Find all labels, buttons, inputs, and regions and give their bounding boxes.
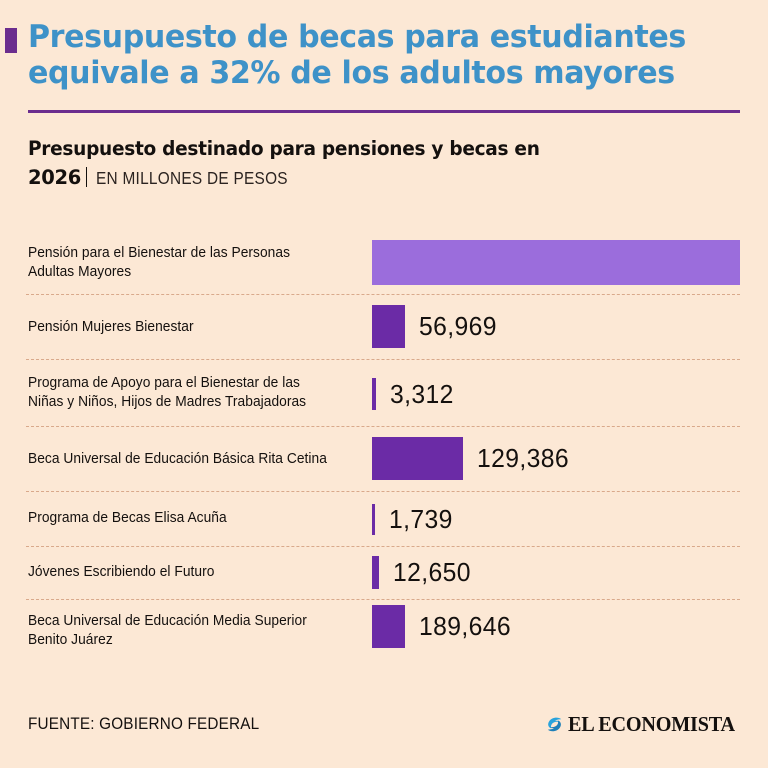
row-divider [26,546,740,547]
bar-category-label-line: Programa de Apoyo para el Bienestar de l… [28,375,300,391]
brand-name: EL ECONOMISTA [568,712,736,736]
row-divider [26,426,740,427]
bar-category-label: Pensión Mujeres Bienestar [28,318,335,337]
page-title-line-1: Presupuesto de becas para estudiantes [28,19,686,55]
table-row: Pensión Mujeres Bienestar 56,969 [0,295,768,360]
bar-track: 129,386 [372,437,768,480]
bar-value-label: 12,650 [393,556,471,587]
bar-value-label: 129,386 [477,443,569,473]
table-row: Jóvenes Escribiendo el Futuro 12,650 [0,547,768,600]
title-bullet-square [5,28,17,53]
bar-category-label: Beca Universal de Educación Media Superi… [28,612,335,650]
bar-category-label: Beca Universal de Educación Básica Rita … [28,450,335,469]
bar-track: 1,739 [372,500,768,538]
bar-chart: Pensión para el Bienestar de las Persona… [0,232,768,662]
table-row: Beca Universal de Educación Media Superi… [0,600,768,662]
bar-category-label-line: Benito Juárez [28,632,113,648]
bar-category-label-line: Niñas y Niños, Hijos de Madres Trabajado… [28,394,307,410]
bar-category-label: Pensión para el Bienestar de las Persona… [28,244,335,282]
bar-category-label-line: Pensión Mujeres Bienestar [28,319,194,335]
chart-subtitle-line-2: 2026 EN MILLONES DE PESOS [28,164,744,189]
bar-category-label-line: Beca Universal de Educación Básica Rita … [28,451,327,467]
brand-logo[interactable]: EL ECONOMISTA [545,712,742,737]
row-divider [26,599,740,600]
chart-subtitle-year: 2026 [28,166,82,189]
bar-value-label: 1,739 [389,503,453,534]
bar-track: 56,969 [372,305,768,348]
footer: FUENTE: GOBIERNO FEDERAL EL ECONOMISTA [0,712,768,746]
bar-segment[interactable] [372,240,740,285]
bar-category-label: Jóvenes Escribiendo el Futuro [28,563,335,582]
row-divider [26,359,740,360]
bar-track: 189,646 [372,605,768,648]
bar-segment[interactable] [372,378,376,410]
table-row: Pensión para el Bienestar de las Persona… [0,232,768,295]
title-divider-rule [28,110,740,113]
bar-category-label-line: Pensión para el Bienestar de las Persona… [28,245,290,261]
chart-units-kicker: EN MILLONES DE PESOS [96,168,288,188]
bar-value-label: 189,646 [419,611,511,641]
bar-track: 526,508 [372,240,768,285]
row-divider [26,491,740,492]
bar-track: 12,650 [372,553,768,591]
bar-category-label: Programa de Becas Elisa Acuña [28,509,335,528]
source-note: FUENTE: GOBIERNO FEDERAL [28,714,260,733]
chart-subtitle: Presupuesto destinado para pensiones y b… [28,136,744,189]
bar-value-label: 56,969 [419,311,497,341]
page-title-line-2: equivale a 32% de los adultos mayores [28,55,675,91]
bar-category-label-line: Beca Universal de Educación Media Superi… [28,613,307,629]
header: Presupuesto de becas para estudiantes eq… [0,0,768,118]
bar-segment[interactable] [372,437,463,480]
table-row: Programa de Apoyo para el Bienestar de l… [0,360,768,427]
bar-category-label-line: Adultas Mayores [28,264,132,280]
bar-track: 3,312 [372,374,768,414]
table-row: Beca Universal de Educación Básica Rita … [0,427,768,492]
subtitle-separator-pipe [86,167,88,187]
bar-category-label-line: Jóvenes Escribiendo el Futuro [28,564,215,580]
bar-category-label-line: Programa de Becas Elisa Acuña [28,510,227,526]
table-row: Programa de Becas Elisa Acuña 1,739 [0,492,768,547]
bar-value-label: 3,312 [390,378,454,409]
bar-segment[interactable] [372,305,405,348]
bar-category-label: Programa de Apoyo para el Bienestar de l… [28,374,335,412]
bar-segment[interactable] [372,503,375,535]
bar-segment[interactable] [372,555,379,589]
chart-subtitle-line-1: Presupuesto destinado para pensiones y b… [28,137,540,160]
bar-segment[interactable] [372,605,405,648]
row-divider [26,294,740,295]
page-title: Presupuesto de becas para estudiantes eq… [28,19,716,91]
globe-icon [548,717,562,732]
